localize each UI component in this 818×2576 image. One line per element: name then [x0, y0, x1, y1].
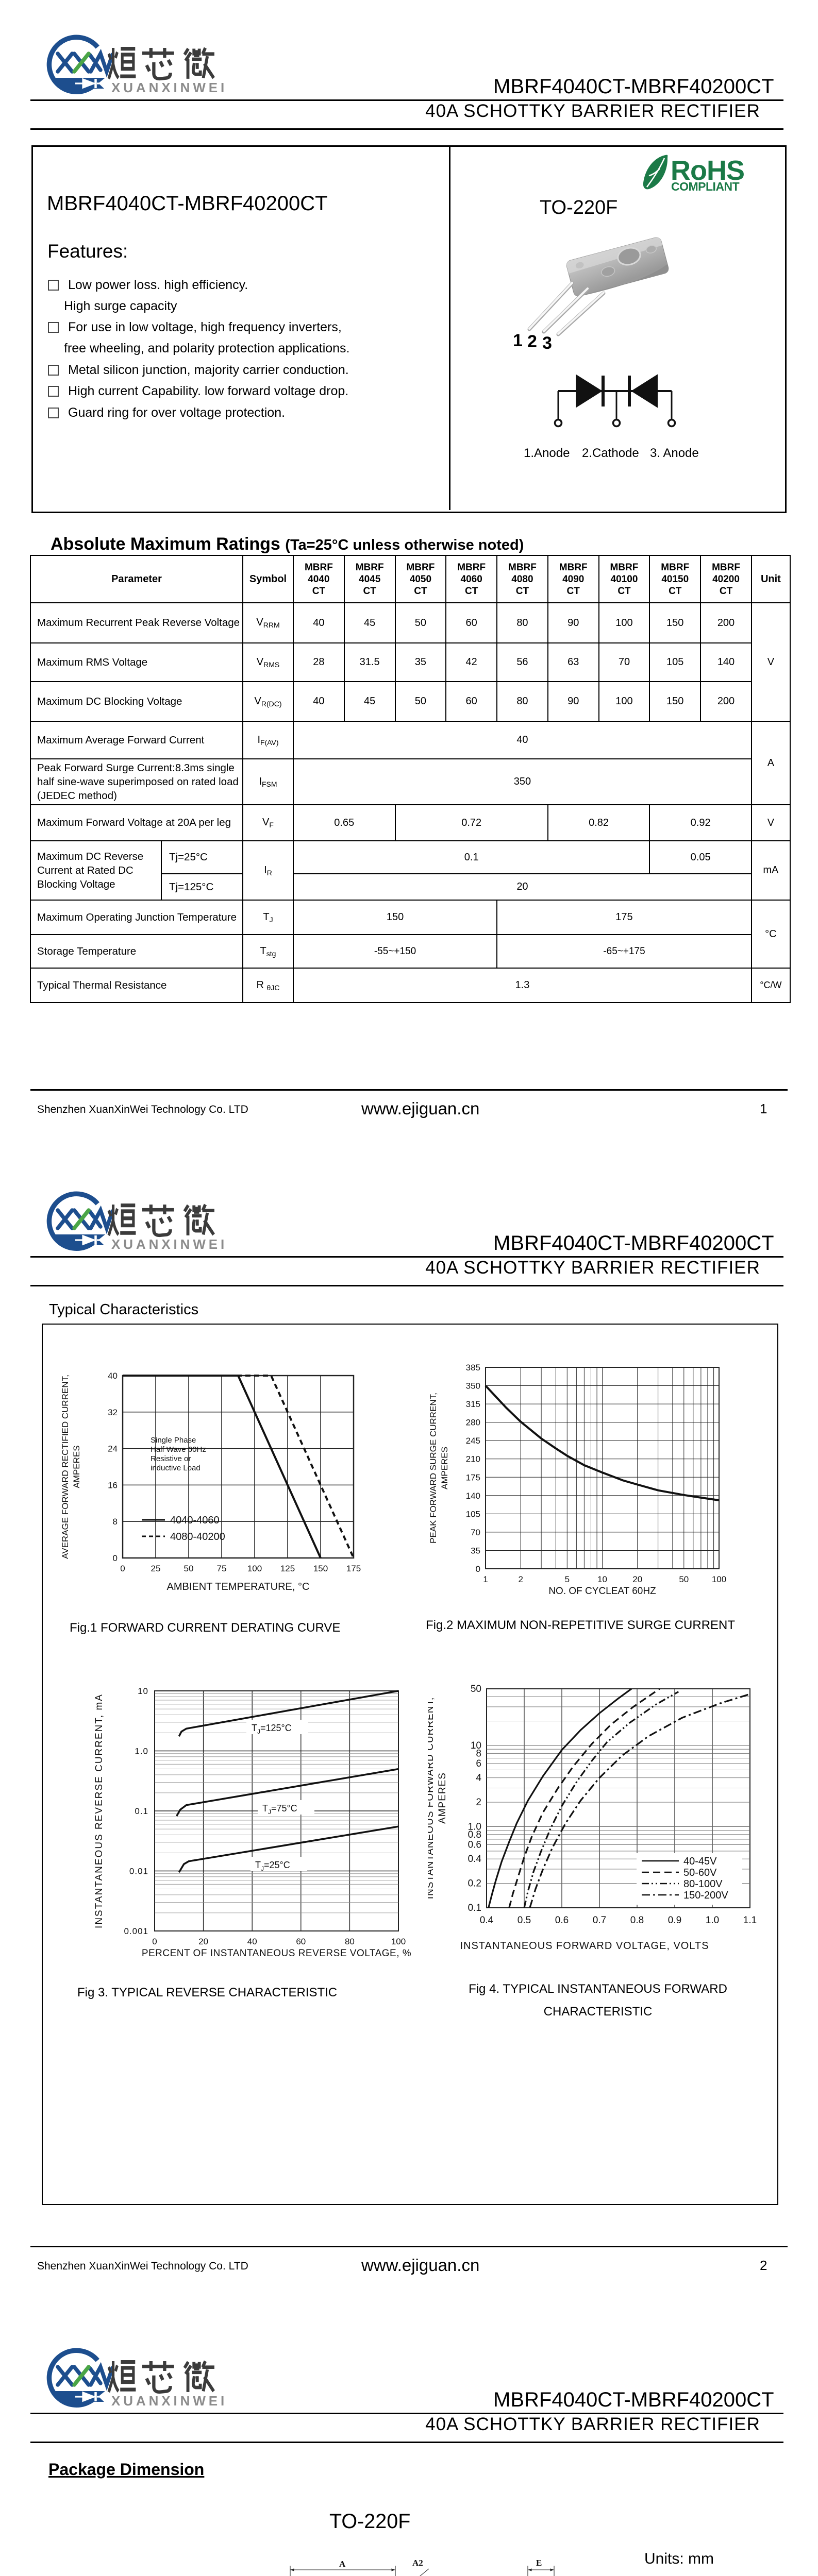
svg-text:Half Wave 60Hz: Half Wave 60Hz: [151, 1445, 206, 1454]
svg-text:1.0: 1.0: [135, 1747, 148, 1756]
svg-text:XUANXINWEI: XUANXINWEI: [111, 1236, 227, 1252]
svg-text:50: 50: [471, 1684, 481, 1694]
svg-text:0: 0: [120, 1564, 125, 1573]
svg-text:70: 70: [471, 1528, 480, 1537]
svg-text:2: 2: [476, 1797, 481, 1808]
svg-text:PERCENT OF INSTANTANEOUS REVER: PERCENT OF INSTANTANEOUS REVERSE VOLTAGE…: [142, 1948, 411, 1959]
svg-text:100: 100: [391, 1937, 406, 1946]
svg-text:150-200V: 150-200V: [683, 1890, 728, 1901]
svg-text:0.001: 0.001: [124, 1926, 148, 1936]
svg-text:0.5: 0.5: [517, 1915, 531, 1926]
svg-text:385: 385: [466, 1363, 480, 1372]
svg-text:20: 20: [632, 1574, 642, 1584]
svg-text:RoHS: RoHS: [671, 155, 744, 186]
svg-text:0.01: 0.01: [129, 1867, 148, 1876]
svg-text:125: 125: [280, 1564, 295, 1573]
svg-text:0: 0: [476, 1564, 480, 1574]
svg-text:175: 175: [466, 1472, 480, 1482]
svg-text:4: 4: [476, 1773, 481, 1784]
svg-text:0.9: 0.9: [668, 1915, 681, 1926]
svg-text:0.1: 0.1: [135, 1806, 148, 1816]
svg-text:0.6: 0.6: [555, 1915, 569, 1926]
svg-text:E: E: [536, 2558, 542, 2568]
svg-text:1.0: 1.0: [706, 1915, 719, 1926]
svg-text:280: 280: [466, 1418, 480, 1428]
svg-text:40-45V: 40-45V: [683, 1856, 717, 1867]
svg-text:5: 5: [565, 1574, 570, 1584]
svg-text:A: A: [339, 2559, 346, 2569]
svg-text:80: 80: [345, 1937, 355, 1946]
svg-text:NO. OF CYCLEAT 60HZ: NO. OF CYCLEAT 60HZ: [548, 1586, 656, 1597]
svg-text:1.1: 1.1: [743, 1915, 757, 1926]
svg-text:150: 150: [313, 1564, 328, 1573]
svg-text:4040-4060: 4040-4060: [170, 1515, 220, 1526]
svg-text:80-100V: 80-100V: [683, 1878, 723, 1890]
svg-text:INSTANTANEOUS FORWARD CURRENT,: INSTANTANEOUS FORWARD CURRENT,: [428, 1697, 436, 1899]
svg-text:0.7: 0.7: [593, 1915, 606, 1926]
svg-text:35: 35: [471, 1546, 480, 1556]
svg-text:6: 6: [476, 1758, 481, 1769]
svg-text:105: 105: [466, 1509, 480, 1519]
svg-text:245: 245: [466, 1436, 480, 1446]
svg-text:0.8: 0.8: [468, 1829, 481, 1840]
svg-text:32: 32: [108, 1408, 118, 1417]
svg-text:AVERAGE FORWARD RECTIFIED CURR: AVERAGE FORWARD RECTIFIED CURRENT,: [60, 1375, 70, 1559]
svg-text:10: 10: [597, 1574, 607, 1584]
svg-text:XUANXINWEI: XUANXINWEI: [111, 80, 227, 95]
svg-text:20: 20: [198, 1937, 208, 1946]
svg-text:0.2: 0.2: [468, 1878, 481, 1889]
svg-text:A2: A2: [412, 2558, 423, 2568]
svg-text:0: 0: [152, 1937, 157, 1946]
svg-text:0.1: 0.1: [468, 1903, 481, 1913]
svg-text:1.0: 1.0: [468, 1822, 481, 1833]
svg-text:8: 8: [476, 1748, 481, 1759]
svg-text:Single Phase: Single Phase: [151, 1436, 196, 1445]
svg-text:315: 315: [466, 1399, 480, 1409]
svg-text:25: 25: [151, 1564, 161, 1573]
svg-text:40: 40: [108, 1371, 118, 1381]
svg-text:0: 0: [113, 1553, 118, 1563]
svg-text:100: 100: [247, 1564, 262, 1573]
svg-text:8: 8: [113, 1517, 118, 1527]
svg-text:0.8: 0.8: [630, 1915, 644, 1926]
svg-text:40: 40: [247, 1937, 257, 1946]
svg-text:24: 24: [108, 1444, 118, 1454]
svg-text:AMPERES: AMPERES: [440, 1447, 449, 1489]
svg-text:0.6: 0.6: [468, 1839, 481, 1850]
svg-text:AMBIENT TEMPERATURE, °C: AMBIENT TEMPERATURE, °C: [167, 1581, 310, 1592]
svg-text:AMPERES: AMPERES: [72, 1445, 81, 1488]
svg-text:100: 100: [712, 1574, 726, 1584]
svg-text:10: 10: [138, 1686, 148, 1696]
svg-text:COMPLIANT: COMPLIANT: [671, 180, 740, 193]
svg-text:2: 2: [518, 1574, 523, 1584]
svg-text:16: 16: [108, 1480, 118, 1490]
svg-text:PEAK FORWARD SURGE CURRENT,: PEAK FORWARD SURGE CURRENT,: [428, 1393, 438, 1544]
svg-text:75: 75: [217, 1564, 227, 1573]
svg-text:140: 140: [466, 1491, 480, 1501]
svg-text:0.4: 0.4: [480, 1915, 494, 1926]
svg-text:175: 175: [346, 1564, 361, 1573]
svg-text:0.4: 0.4: [468, 1854, 482, 1865]
svg-text:INSTANTANEOUS REVERSE CURREN: INSTANTANEOUS REVERSE CURRENT, mA: [94, 1693, 105, 1928]
svg-text:Resistive or: Resistive or: [151, 1454, 191, 1463]
svg-text:AMPERES: AMPERES: [437, 1772, 448, 1824]
svg-text:50: 50: [679, 1574, 689, 1584]
svg-text:60: 60: [296, 1937, 306, 1946]
svg-text:INSTANTANEOUS FORWARD VOLTAG: INSTANTANEOUS FORWARD VOLTAGE, VOLTS: [460, 1940, 709, 1952]
svg-text:inductive Load: inductive Load: [151, 1464, 201, 1472]
svg-text:50: 50: [184, 1564, 194, 1573]
svg-text:1: 1: [483, 1574, 488, 1584]
svg-text:10: 10: [471, 1740, 481, 1751]
svg-text:210: 210: [466, 1454, 480, 1464]
svg-text:XUANXINWEI: XUANXINWEI: [111, 2393, 227, 2409]
svg-text:4080-40200: 4080-40200: [170, 1531, 225, 1543]
svg-text:350: 350: [466, 1381, 480, 1391]
svg-text:50-60V: 50-60V: [683, 1867, 717, 1878]
